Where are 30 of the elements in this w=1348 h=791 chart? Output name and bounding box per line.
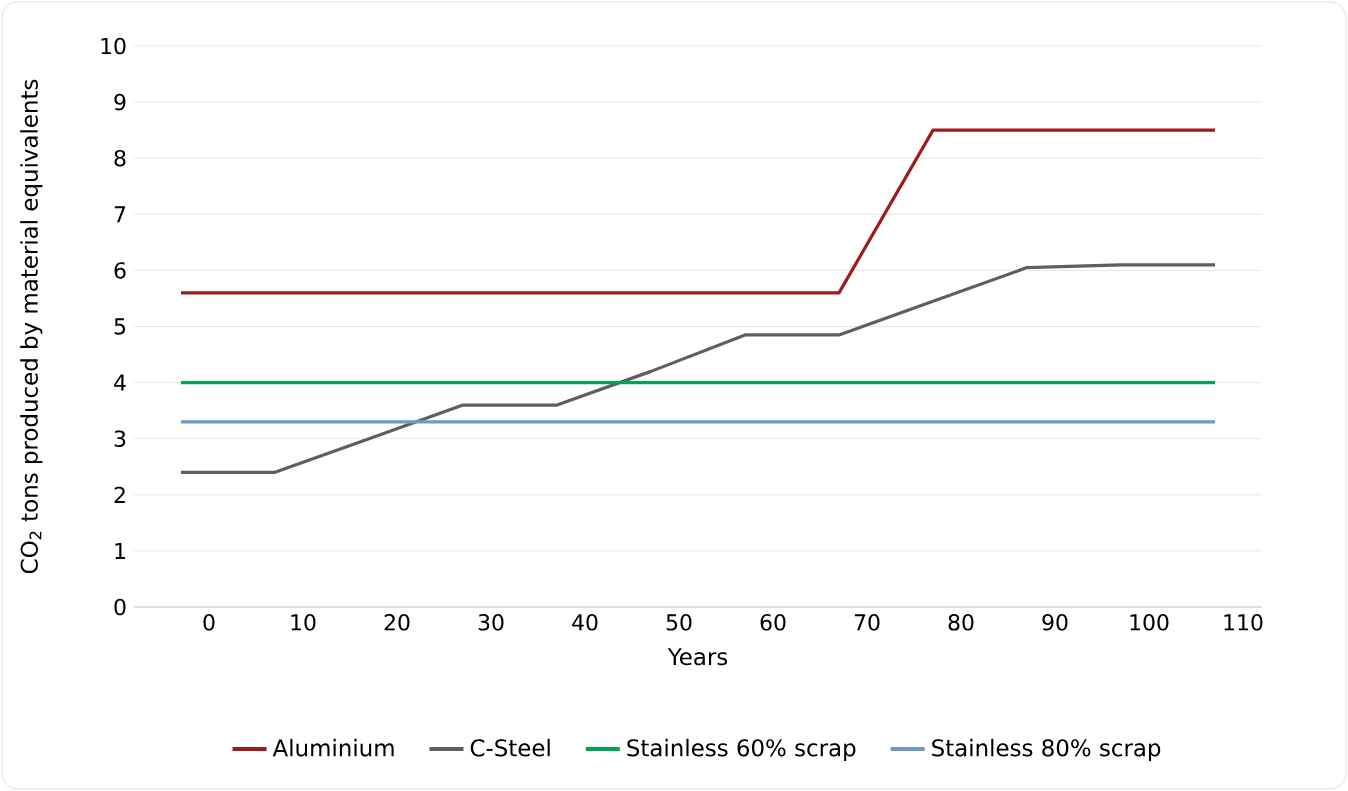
legend-label: C-Steel <box>470 738 550 757</box>
x-tick-label: 0 <box>203 614 215 631</box>
x-tick-label: 110 <box>1224 614 1263 631</box>
x-tick-label: 80 <box>948 614 974 631</box>
y-tick-label: 0 <box>114 598 126 616</box>
x-tick-label: 70 <box>854 614 880 631</box>
line-series <box>179 263 1217 474</box>
x-tick-label: 50 <box>666 614 692 631</box>
y-tick-label: 2 <box>114 486 125 503</box>
y-tick-label: 8 <box>114 149 126 167</box>
y-tick-label: 1 <box>115 542 125 559</box>
y-tick-label: 5 <box>114 318 126 335</box>
x-tick-label: 60 <box>760 614 786 631</box>
y-axis-title: CO$_{2}$ tons produced by material equivalents <box>20 79 43 574</box>
x-tick-label: 20 <box>384 614 410 631</box>
legend-label: Stainless 60% scrap <box>627 738 856 761</box>
y-tick-label: 4 <box>114 374 126 391</box>
x-tick-label: 100 <box>1130 614 1169 631</box>
x-tick-label: 40 <box>572 614 598 631</box>
x-tick-label: 90 <box>1042 614 1068 631</box>
x-tick-label: 30 <box>478 614 504 631</box>
legend-label: Aluminium <box>272 738 394 757</box>
y-tick-label: 9 <box>114 93 126 111</box>
y-tick-label: 6 <box>114 262 126 279</box>
x-tick-label: 10 <box>291 614 316 631</box>
x-axis-title: Years <box>667 648 728 666</box>
legend-label: Stainless 80% scrap <box>932 738 1161 761</box>
y-tick-label: 3 <box>114 430 126 447</box>
y-tick-label: 7 <box>114 206 126 223</box>
y-tick-label: 10 <box>101 37 126 55</box>
